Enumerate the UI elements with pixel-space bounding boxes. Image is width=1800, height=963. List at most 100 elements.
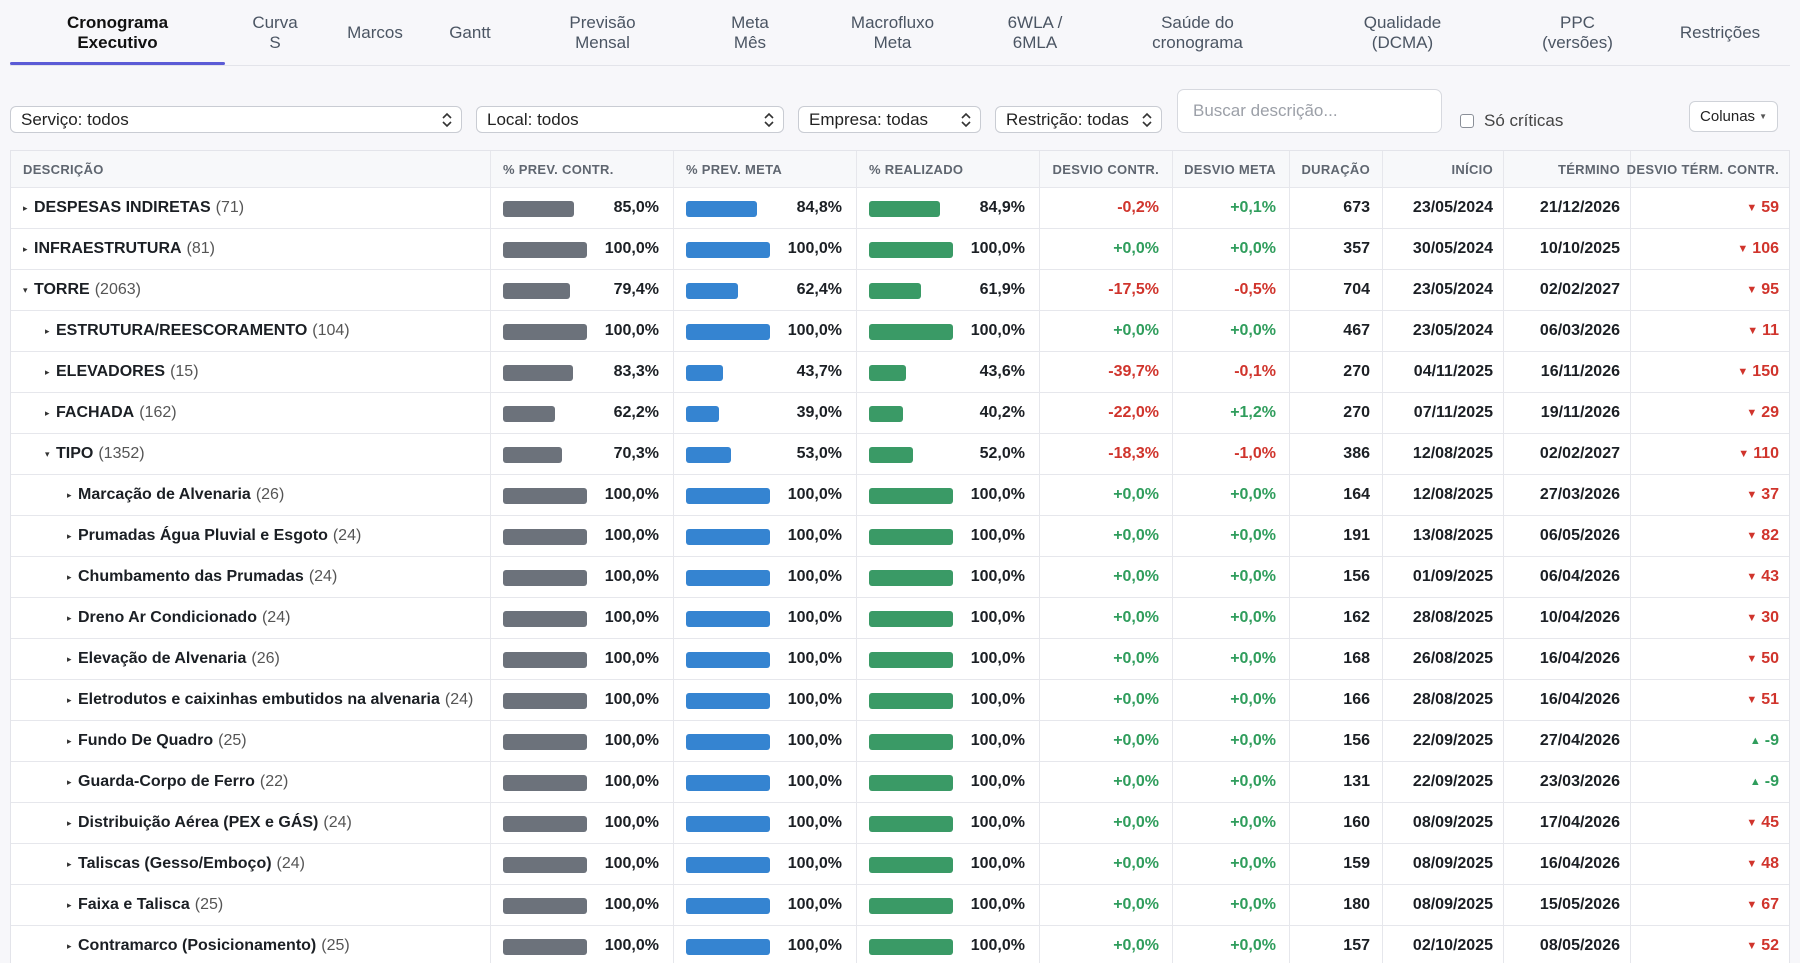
expand-caret-icon[interactable]: ▸ xyxy=(67,489,72,500)
row-name[interactable]: ELEVADORES xyxy=(56,363,166,380)
tab-6[interactable]: Macrofluxo Meta xyxy=(850,13,935,52)
expand-caret-icon[interactable]: ▸ xyxy=(67,530,72,541)
table-row[interactable]: ▸ ELEVADORES (15) 83,3% 43,7% 43,6% -39,7% -0,1… xyxy=(11,352,1789,393)
tab-0[interactable]: Cronograma Executivo xyxy=(66,13,169,52)
desvio-meta-value: +0,0% xyxy=(1230,937,1276,954)
row-name[interactable]: Taliscas (Gesso/Emboço) xyxy=(78,855,272,872)
col-header-desvio-term[interactable]: DESVIO TÉRM. CONTR. xyxy=(1626,161,1779,177)
expand-caret-icon[interactable]: ▸ xyxy=(67,612,72,623)
tab-3[interactable]: Gantt xyxy=(449,23,491,42)
row-name[interactable]: Contramarco (Posicionamento) xyxy=(78,937,317,954)
col-header-prev-meta[interactable]: % PREV. META xyxy=(674,151,857,187)
tab-11[interactable]: Restrições xyxy=(1679,23,1761,42)
desvio-term: ▼ 29 xyxy=(1746,404,1779,422)
table-row[interactable]: ▸ ESTRUTURA/REESCORAMENTO (104) 100,0% 100,0… xyxy=(11,311,1789,352)
desvio-term-value: 50 xyxy=(1761,650,1779,667)
table-row[interactable]: ▸ Distribuição Aérea (PEX e GÁS) (24) 100,0… xyxy=(11,803,1789,844)
col-header-desvio-contr[interactable]: DESVIO CONTR. xyxy=(1040,151,1173,187)
expand-caret-icon[interactable]: ▸ xyxy=(23,202,28,213)
collapse-caret-icon[interactable]: ▾ xyxy=(45,448,50,459)
expand-caret-icon[interactable]: ▸ xyxy=(67,653,72,664)
row-name[interactable]: Elevação de Alvenaria xyxy=(78,650,247,667)
columns-button[interactable]: Colunas ▼ xyxy=(1689,101,1778,132)
table-row[interactable]: ▸ Faixa e Talisca (25) 100,0% 100,0% 100,0% +0… xyxy=(11,885,1789,926)
expand-caret-icon[interactable]: ▸ xyxy=(23,243,28,254)
table-row[interactable]: ▾ TORRE (2063) 79,4% 62,4% 61,9% -17,5% -0,5% 70… xyxy=(11,270,1789,311)
prev-meta-cell: 100,0% xyxy=(674,557,857,597)
duracao-cell: 270 xyxy=(1290,352,1383,392)
row-name[interactable]: Distribuição Aérea (PEX e GÁS) xyxy=(78,814,319,831)
expand-caret-icon[interactable]: ▸ xyxy=(45,366,50,377)
table-row[interactable]: ▸ Prumadas Água Pluvial e Esgoto (24) 100,0… xyxy=(11,516,1789,557)
col-header-inicio[interactable]: INÍCIO xyxy=(1383,151,1504,187)
table-row[interactable]: ▸ Fundo De Quadro (25) 100,0% 100,0% 100,0% +0… xyxy=(11,721,1789,762)
table-row[interactable]: ▸ Dreno Ar Condicionado (24) 100,0% 100,0% 10… xyxy=(11,598,1789,639)
row-name[interactable]: Fundo De Quadro xyxy=(78,732,214,749)
empresa-select[interactable]: Empresa: todas xyxy=(798,106,981,133)
table-row[interactable]: ▸ INFRAESTRUTURA (81) 100,0% 100,0% 100,0% +0,… xyxy=(11,229,1789,270)
expand-caret-icon[interactable]: ▸ xyxy=(45,325,50,336)
expand-caret-icon[interactable]: ▸ xyxy=(67,776,72,787)
row-name[interactable]: TIPO xyxy=(56,445,94,462)
expand-caret-icon[interactable]: ▸ xyxy=(67,899,72,910)
row-name[interactable]: Faixa e Talisca xyxy=(78,896,190,913)
row-name[interactable]: Chumbamento das Prumadas xyxy=(78,568,304,585)
table-row[interactable]: ▸ FACHADA (162) 62,2% 39,0% 40,2% -22,0% +1,2% 2… xyxy=(11,393,1789,434)
row-name[interactable]: TORRE xyxy=(34,281,90,298)
table-row[interactable]: ▸ Guarda-Corpo de Ferro (22) 100,0% 100,0% 10… xyxy=(11,762,1789,803)
col-header-desvio-meta[interactable]: DESVIO META xyxy=(1173,151,1290,187)
prev-meta-bar xyxy=(686,488,770,504)
expand-caret-icon[interactable]: ▸ xyxy=(67,858,72,869)
only-critical-checkbox[interactable] xyxy=(1460,114,1474,128)
restricao-select[interactable]: Restrição: todas xyxy=(995,106,1162,133)
row-name[interactable]: DESPESAS INDIRETAS xyxy=(34,199,211,216)
table-row[interactable]: ▸ Marcação de Alvenaria (26) 100,0% 100,0% 10… xyxy=(11,475,1789,516)
tab-10[interactable]: PPC (versões) xyxy=(1542,13,1613,52)
tab-5[interactable]: Meta Mês xyxy=(731,13,769,52)
col-header-prev-contr[interactable]: % PREV. CONTR. xyxy=(491,151,674,187)
row-description: ▸ Prumadas Água Pluvial e Esgoto (24) xyxy=(67,527,361,545)
search-input[interactable] xyxy=(1177,89,1442,133)
tab-7[interactable]: 6WLA / 6MLA xyxy=(1007,13,1063,52)
col-header-realizado[interactable]: % REALIZADO xyxy=(857,151,1040,187)
col-header-descricao[interactable]: DESCRIÇÃO xyxy=(11,151,491,187)
table-row[interactable]: ▸ Contramarco (Posicionamento) (25) 100,0% 1… xyxy=(11,926,1789,963)
prev-contr-bar-track xyxy=(503,242,587,258)
tab-8[interactable]: Saúde do cronograma xyxy=(1152,13,1243,52)
tab-4[interactable]: Previsão Mensal xyxy=(569,13,636,52)
expand-caret-icon[interactable]: ▸ xyxy=(67,735,72,746)
expand-caret-icon[interactable]: ▸ xyxy=(67,940,72,951)
table-row[interactable]: ▸ Taliscas (Gesso/Emboço) (24) 100,0% 100,0%… xyxy=(11,844,1789,885)
realizado-bar xyxy=(869,283,921,299)
expand-caret-icon[interactable]: ▸ xyxy=(45,407,50,418)
tab-1[interactable]: Curva S xyxy=(252,13,298,52)
servico-select[interactable]: Serviço: todos xyxy=(10,106,462,133)
table-row[interactable]: ▸ Chumbamento das Prumadas (24) 100,0% 100,0… xyxy=(11,557,1789,598)
row-name[interactable]: ESTRUTURA/REESCORAMENTO xyxy=(56,322,308,339)
desvio-contr-value: +0,0% xyxy=(1113,814,1159,831)
table-row[interactable]: ▾ TIPO (1352) 70,3% 53,0% 52,0% -18,3% -1,0% 386… xyxy=(11,434,1789,475)
row-name[interactable]: Guarda-Corpo de Ferro xyxy=(78,773,255,790)
desvio-term: ▲ -9 xyxy=(1750,773,1779,791)
desvio-term-cell: ▼ 150 xyxy=(1631,352,1789,392)
table-row[interactable]: ▸ DESPESAS INDIRETAS (71) 85,0% 84,8% 84,9% -0… xyxy=(11,188,1789,229)
col-header-termino[interactable]: TÉRMINO xyxy=(1504,151,1631,187)
local-select[interactable]: Local: todos xyxy=(476,106,784,133)
row-name[interactable]: Eletrodutos e caixinhas embutidos na alv… xyxy=(78,691,440,708)
expand-caret-icon[interactable]: ▸ xyxy=(67,817,72,828)
tab-2[interactable]: Marcos xyxy=(347,23,403,42)
col-header-duracao[interactable]: DURAÇÃO xyxy=(1290,151,1383,187)
table-row[interactable]: ▸ Elevação de Alvenaria (26) 100,0% 100,0% 10… xyxy=(11,639,1789,680)
expand-caret-icon[interactable]: ▸ xyxy=(67,694,72,705)
row-name[interactable]: Dreno Ar Condicionado xyxy=(78,609,257,626)
row-name[interactable]: FACHADA xyxy=(56,404,135,421)
collapse-caret-icon[interactable]: ▾ xyxy=(23,284,28,295)
only-critical-toggle[interactable]: Só críticas xyxy=(1460,110,1563,132)
row-name[interactable]: Prumadas Água Pluvial e Esgoto xyxy=(78,527,328,544)
table-row[interactable]: ▸ Eletrodutos e caixinhas embutidos na al… xyxy=(11,680,1789,721)
expand-caret-icon[interactable]: ▸ xyxy=(67,571,72,582)
inicio-cell: 26/08/2025 xyxy=(1383,639,1504,679)
tab-9[interactable]: Qualidade (DCMA) xyxy=(1363,13,1442,52)
row-name[interactable]: INFRAESTRUTURA xyxy=(34,240,182,257)
row-name[interactable]: Marcação de Alvenaria xyxy=(78,486,251,503)
